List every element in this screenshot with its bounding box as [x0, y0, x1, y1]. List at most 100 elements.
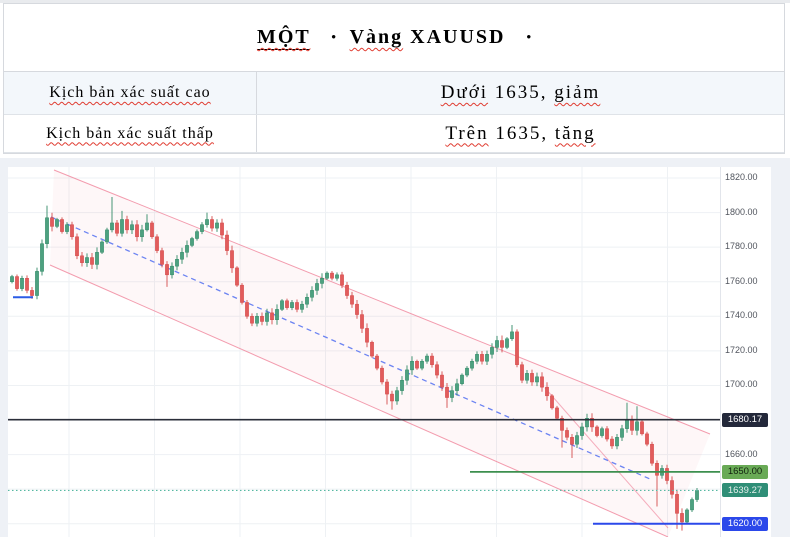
candle-down: [590, 418, 594, 428]
candle-down: [15, 276, 19, 289]
candle-down: [565, 430, 569, 438]
candle-down: [545, 386, 549, 397]
table-row-low-probability: Kịch bản xác suất thấp Trên 1635, tăng: [4, 115, 784, 153]
candle-down: [680, 513, 684, 523]
candle-down: [75, 236, 79, 257]
candle-up: [40, 243, 44, 272]
price-axis[interactable]: 1820.00 1800.00 1780.00 1760.00 1740.00 1720.…: [720, 167, 771, 537]
candle-up: [190, 238, 194, 246]
downtrend-dashed[interactable]: [50, 216, 651, 480]
candle-up: [400, 380, 404, 391]
candle-down: [295, 302, 299, 310]
candle-down: [605, 428, 609, 440]
text-part: Kịch bản xác suất thấp: [46, 124, 214, 142]
price-chart-canvas[interactable]: [8, 167, 720, 537]
candle-up: [495, 340, 499, 348]
text-part: Dưới: [440, 82, 489, 103]
candle-down: [165, 264, 169, 276]
candle-up: [395, 390, 399, 402]
candle-up: [525, 373, 529, 381]
candle-up: [420, 360, 424, 369]
candle-down: [540, 376, 544, 388]
candle-up: [170, 265, 174, 276]
candle-up: [175, 258, 179, 267]
candle-down: [550, 395, 554, 409]
text-part: Kịch bản xác suất cao: [49, 84, 211, 101]
candle-up: [580, 426, 584, 436]
candle-down: [500, 340, 504, 348]
candle-down: [570, 437, 574, 445]
candle-down: [220, 222, 224, 236]
candle-down: [390, 393, 394, 402]
candle-up: [110, 222, 114, 231]
candle-down: [115, 222, 119, 234]
candle-up: [255, 316, 259, 324]
text-part: 1635,: [488, 82, 555, 103]
candle-up: [55, 219, 59, 227]
candle-down: [515, 331, 519, 365]
candle-down: [385, 381, 389, 395]
candle-up: [20, 278, 24, 289]
candle-down: [415, 360, 419, 369]
channel-inner[interactable]: [544, 387, 669, 529]
candle-down: [25, 278, 29, 291]
candle-down: [360, 314, 364, 329]
candle-down: [235, 267, 239, 286]
candle-up: [600, 428, 604, 436]
candle-up: [10, 276, 14, 282]
candle-down: [445, 386, 449, 398]
candle-up: [45, 217, 49, 244]
axis-tick-label: 1800.00: [725, 206, 758, 217]
candlestick-plot[interactable]: [8, 167, 720, 537]
candle-down: [380, 367, 384, 383]
candle-down: [665, 468, 669, 481]
candle-up: [465, 367, 469, 376]
candle-up: [535, 376, 539, 383]
candle-down: [80, 255, 84, 263]
candle-down: [650, 443, 654, 464]
candle-up: [505, 338, 509, 348]
candle-up: [290, 302, 294, 308]
candle-up: [490, 347, 494, 355]
candle-up: [120, 219, 124, 234]
candle-down: [610, 438, 614, 447]
candle-up: [265, 312, 269, 322]
candle-up: [620, 428, 624, 438]
candle-up: [280, 300, 284, 310]
channel-lower[interactable]: [49, 264, 669, 537]
candle-down: [480, 354, 484, 362]
price-chart-widget: 1820.00 1800.00 1780.00 1760.00 1740.00 1720.…: [8, 167, 771, 537]
page-title: MỘT • Vàng XAUUSD •: [256, 26, 532, 50]
candle-down: [330, 272, 334, 279]
candle-up: [205, 219, 209, 225]
axis-tick-label: 1780.00: [725, 241, 758, 252]
candle-up: [145, 222, 149, 231]
candle-down: [355, 303, 359, 315]
candle-up: [625, 419, 629, 429]
candle-down: [530, 373, 534, 383]
candle-up: [320, 278, 324, 284]
candle-down: [155, 236, 159, 251]
current-price-line-badge: 1639.27: [722, 483, 768, 498]
candle-down: [250, 316, 254, 324]
candle-up: [95, 252, 99, 265]
candle-up: [425, 355, 429, 362]
candle-up: [305, 297, 309, 305]
candle-up: [405, 369, 409, 381]
candle-up: [185, 245, 189, 253]
axis-tick-label: 1660.00: [725, 448, 758, 459]
candle-up: [195, 231, 199, 239]
text-part: [336, 26, 350, 48]
candle-up: [35, 271, 39, 296]
channel-upper[interactable]: [53, 169, 711, 435]
axis-tick-label: 1820.00: [725, 172, 758, 182]
candle-down: [645, 433, 649, 445]
candle-down: [365, 328, 369, 343]
candle-down: [135, 224, 139, 238]
candle-up: [180, 252, 184, 260]
descending-channel-fill: [50, 170, 710, 537]
title-bullet: •: [526, 29, 532, 44]
candle-up: [690, 499, 694, 511]
support-line-badge: 1620.00: [722, 516, 768, 531]
candle-up: [140, 229, 144, 238]
